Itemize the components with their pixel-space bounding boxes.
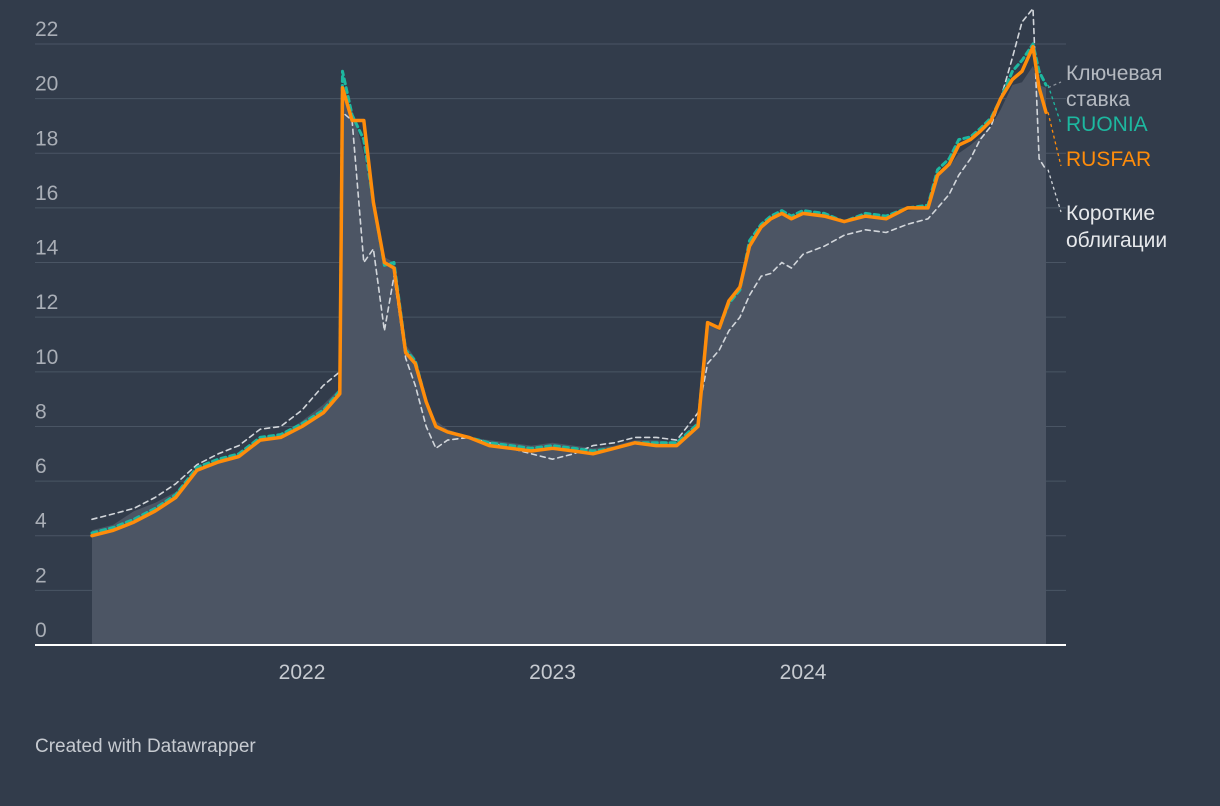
series-label-short-bonds-line1: Короткие [1066,202,1155,225]
series-label-key-rate-line1: Ключевая [1066,62,1162,85]
y-tick-20: 20 [35,73,58,96]
y-tick-2: 2 [35,564,47,587]
series-line-rusfar [90,44,1048,538]
y-tick-0: 0 [35,619,47,642]
x-tick-2022: 2022 [279,661,326,684]
y-axis-ticks: 0 2 4 6 8 10 12 14 16 18 20 22 [35,18,59,642]
label-leaders [1047,81,1062,213]
series-label-key-rate-line2: ставка [1066,88,1130,111]
y-tick-22: 22 [35,18,58,41]
series-line-short-bonds [91,7,1047,521]
series-area-key-rate [92,65,1046,645]
series-label-short-bonds-line2: облигации [1066,229,1167,252]
leader-short-bonds [1047,169,1062,213]
series-label-ruonia: RUONIA [1066,113,1148,136]
leader-rusfar [1047,112,1062,167]
y-tick-4: 4 [35,510,47,533]
series-labels: Ключевая ставка RUONIA RUSFAR Короткие о… [1066,62,1167,252]
y-tick-10: 10 [35,346,58,369]
y-tick-16: 16 [35,182,58,205]
leader-ruonia [1047,84,1062,125]
y-tick-6: 6 [35,455,47,478]
x-tick-2023: 2023 [529,661,576,684]
leader-key-rate [1047,81,1062,89]
y-tick-12: 12 [35,291,58,314]
credit-footer: Created with Datawrapper [35,736,256,757]
y-tick-18: 18 [35,127,58,150]
series-label-rusfar: RUSFAR [1066,148,1151,171]
area-layer [92,65,1046,645]
y-tick-8: 8 [35,400,47,423]
y-tick-14: 14 [35,237,59,260]
x-axis-ticks: 2022 2023 2024 [279,661,827,684]
series-lines [90,7,1048,538]
x-tick-2024: 2024 [780,661,827,684]
